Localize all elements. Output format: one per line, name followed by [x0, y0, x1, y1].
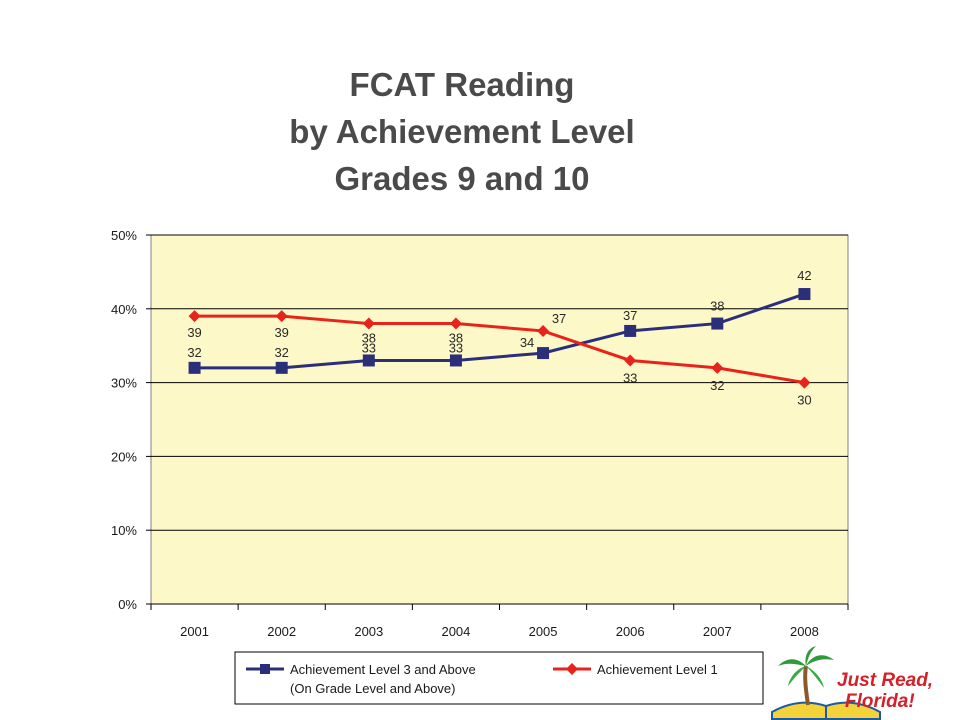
y-tick-label-2: 20% — [111, 449, 137, 464]
series-2-point-2008 — [798, 376, 811, 389]
series-2-data-label-2004: 38 — [449, 331, 463, 346]
series-1-point-2004 — [449, 354, 462, 367]
x-tick-label-2003: 2003 — [354, 624, 383, 639]
legend: Achievement Level 3 and Above (On Grade … — [234, 651, 764, 705]
series-2-data-label-2005: 37 — [552, 311, 566, 326]
series-1-data-label-2002: 32 — [274, 345, 288, 360]
legend-label-series-1-line-2: (On Grade Level and Above) — [290, 681, 456, 696]
x-tick-label-2004: 2004 — [441, 624, 470, 639]
series-1-point-2001 — [188, 361, 201, 374]
series-1-data-label-2007: 38 — [710, 299, 724, 314]
legend-label-series-2: Achievement Level 1 — [597, 662, 718, 677]
series-1-point-2007 — [711, 317, 724, 330]
chart-title-line-1: FCAT Reading — [350, 66, 575, 103]
series-1-data-label-2001: 32 — [187, 345, 201, 360]
series-1-data-label-2003: 33 — [362, 340, 376, 355]
series-1-point-2006 — [624, 324, 637, 337]
series-1-point-2008 — [798, 288, 811, 301]
series-1-line — [194, 292, 805, 370]
palm-trunk-icon — [803, 665, 810, 706]
x-tick-label-2006: 2006 — [616, 624, 645, 639]
y-axis: 0% 10% 20% 30% 40% 50% — [111, 228, 151, 612]
series-2-data-label-2007: 32 — [710, 378, 724, 393]
series-1-data-label-2005: 34 — [520, 335, 534, 350]
x-axis: 2001 2002 2003 2004 2005 2006 2007 2008 — [150, 603, 849, 639]
series-1-point-2003 — [362, 354, 375, 367]
series-1-data-label-2008: 42 — [797, 268, 811, 283]
series-2-data-label-2002: 39 — [274, 325, 288, 340]
y-tick-label-4: 40% — [111, 302, 137, 317]
logo-text-line-1: Just Read, — [837, 670, 933, 691]
series-2-point-2006 — [624, 354, 637, 367]
series-1-data-label-2004: 33 — [449, 340, 463, 355]
series-2-point-2001 — [188, 310, 201, 323]
series-2-point-2003 — [362, 317, 375, 330]
gridlines — [151, 234, 848, 531]
x-tick-label-2007: 2007 — [703, 624, 732, 639]
x-tick-label-2001: 2001 — [180, 624, 209, 639]
series-2-data-label-2003: 38 — [362, 331, 376, 346]
logo-text-line-2: Florida! — [845, 691, 915, 712]
x-tick-label-2005: 2005 — [529, 624, 558, 639]
series-2-data-label-2008: 30 — [797, 393, 811, 408]
series-2-point-2004 — [449, 317, 462, 330]
chart-title-line-3: Grades 9 and 10 — [335, 160, 590, 197]
legend-marker-series-1 — [260, 664, 270, 674]
series-2-data-label-2006: 33 — [623, 370, 637, 385]
just-read-florida-logo: Just Read, Florida! — [771, 646, 933, 720]
series-2-point-2002 — [275, 310, 288, 323]
legend-box — [234, 651, 764, 705]
series-2-line — [194, 314, 805, 385]
y-tick-label-1: 10% — [111, 523, 137, 538]
y-tick-label-5: 50% — [111, 228, 137, 243]
plot-area — [150, 234, 849, 605]
series-2-point-2005 — [537, 324, 550, 337]
series-1-point-2005 — [537, 347, 550, 360]
x-tick-label-2002: 2002 — [267, 624, 296, 639]
series-2-point-2007 — [711, 361, 724, 374]
series-2-data-label-2001: 39 — [187, 325, 201, 340]
series-1-point-2002 — [275, 361, 288, 374]
legend-marker-series-2 — [566, 663, 578, 675]
y-tick-label-0: 0% — [118, 597, 137, 612]
series-1-data-label-2006: 37 — [623, 308, 637, 323]
legend-label-series-1: Achievement Level 3 and Above — [290, 662, 476, 677]
y-tick-label-3: 30% — [111, 376, 137, 391]
series-layer: 32 32 33 33 34 37 38 42 39 39 38 38 37 33 32 30 — [187, 268, 811, 408]
x-tick-label-2008: 2008 — [790, 624, 819, 639]
palm-leaves-icon — [778, 646, 834, 688]
chart-title-line-2: by Achievement Level — [289, 113, 634, 150]
chart-title: FCAT Reading by Achievement Level Grades… — [289, 66, 634, 197]
